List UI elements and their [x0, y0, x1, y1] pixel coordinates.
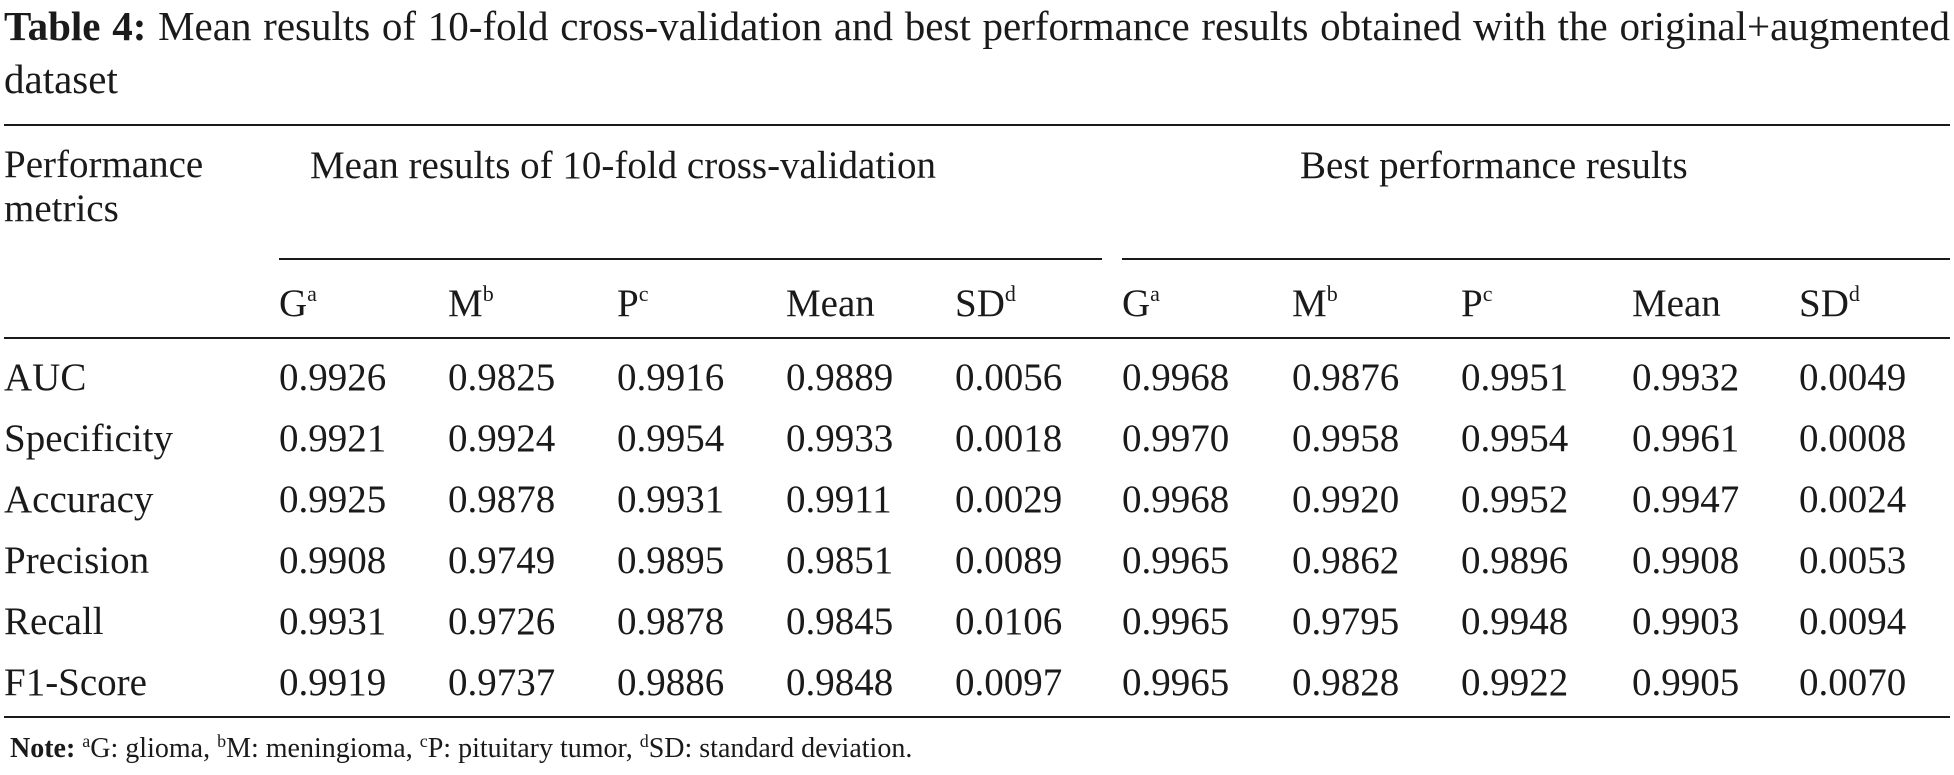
table-cell: 0.9954 — [617, 417, 725, 460]
table-cell: 0.9916 — [617, 356, 725, 399]
table-cell: 0.9951 — [1461, 356, 1569, 399]
table-cell: 0.9905 — [1632, 661, 1740, 704]
table-cell: 0.9749 — [448, 539, 556, 582]
table-cell: 0.9886 — [617, 661, 725, 704]
note-item-glioma: aG: glioma, — [82, 731, 218, 764]
table-cell: 0.0053 — [1799, 539, 1907, 582]
column-header: SDd — [1799, 281, 1860, 325]
row-metric-label: Precision — [4, 539, 150, 582]
table-cell: 0.9726 — [448, 600, 556, 643]
row-metric-label: Accuracy — [4, 478, 154, 521]
table-cell: 0.9958 — [1292, 417, 1400, 460]
column-header: Mean — [786, 282, 875, 325]
table-cell: 0.9920 — [1292, 478, 1400, 521]
table-caption: Table 4: Mean results of 10-fold cross-v… — [4, 0, 1950, 106]
column-header: Ga — [1122, 281, 1160, 325]
table-note: Note: aG: glioma, bM: meningioma, cP: pi… — [10, 731, 912, 767]
column-header: Mean — [1632, 282, 1721, 325]
table-caption-text: Mean results of 10-fold cross-validation… — [4, 3, 1951, 102]
table-cell: 0.9954 — [1461, 417, 1569, 460]
column-header: Mb — [448, 281, 494, 325]
note-label: Note: — [10, 733, 76, 764]
table-cell: 0.9896 — [1461, 539, 1569, 582]
table-cell: 0.9911 — [786, 478, 892, 521]
column-header: Pc — [617, 281, 649, 325]
table-cell: 0.9948 — [1461, 600, 1569, 643]
table-cell: 0.9878 — [448, 478, 556, 521]
table-cell: 0.0097 — [955, 661, 1063, 704]
table-cell: 0.9931 — [279, 600, 387, 643]
table-cell: 0.0049 — [1799, 356, 1907, 399]
group-header-best: Best performance results — [1300, 144, 1688, 187]
table-cell: 0.9926 — [279, 356, 387, 399]
row-metric-label: F1-Score — [4, 661, 147, 704]
table-cell: 0.9908 — [1632, 539, 1740, 582]
table-cell: 0.9895 — [617, 539, 725, 582]
group-header-mean: Mean results of 10-fold cross-validation — [310, 144, 937, 187]
table-cell: 0.9931 — [617, 478, 725, 521]
column-header: Pc — [1461, 281, 1493, 325]
table-cell: 0.9961 — [1632, 417, 1740, 460]
table-cell: 0.0056 — [955, 356, 1063, 399]
table-cell: 0.9908 — [279, 539, 387, 582]
table-cell: 0.9922 — [1461, 661, 1569, 704]
row-metric-label: Specificity — [4, 417, 173, 460]
table-cell: 0.9965 — [1122, 661, 1230, 704]
table-cell: 0.9952 — [1461, 478, 1569, 521]
table-bottom-rule — [4, 716, 1950, 718]
table-cell: 0.9932 — [1632, 356, 1740, 399]
table-cell: 0.9848 — [786, 661, 894, 704]
table-cell: 0.0070 — [1799, 661, 1907, 704]
table-cell: 0.9862 — [1292, 539, 1400, 582]
table-cell: 0.9924 — [448, 417, 556, 460]
table-cell: 0.9925 — [279, 478, 387, 521]
table-cell: 0.9737 — [448, 661, 556, 704]
table-cell: 0.9921 — [279, 417, 387, 460]
column-header: Ga — [279, 281, 317, 325]
table-cell: 0.9933 — [786, 417, 894, 460]
table-cell: 0.9965 — [1122, 600, 1230, 643]
table-cell: 0.9965 — [1122, 539, 1230, 582]
table-cell: 0.9851 — [786, 539, 894, 582]
table-cell: 0.9968 — [1122, 356, 1230, 399]
note-item-meningioma: bM: meningioma, — [217, 731, 420, 764]
table-cell: 0.9795 — [1292, 600, 1400, 643]
table-cell: 0.9889 — [786, 356, 894, 399]
table-cell: 0.9845 — [786, 600, 894, 643]
note-item-sd: dSD: standard deviation. — [639, 731, 913, 764]
group-rule-mean — [279, 258, 1102, 260]
table-cell: 0.0018 — [955, 417, 1063, 460]
table-cell: 0.0106 — [955, 600, 1063, 643]
table-cell: 0.9970 — [1122, 417, 1230, 460]
table-cell: 0.9919 — [279, 661, 387, 704]
table-top-rule — [4, 124, 1950, 126]
group-rule-best — [1122, 258, 1950, 260]
table-cell: 0.0094 — [1799, 600, 1907, 643]
table-cell: 0.9825 — [448, 356, 556, 399]
table-cell: 0.0024 — [1799, 478, 1907, 521]
table-cell: 0.0008 — [1799, 417, 1907, 460]
note-item-pituitary: cP: pituitary tumor, — [419, 731, 640, 764]
row-header-title: Performance metrics — [4, 143, 204, 230]
table-cell: 0.9876 — [1292, 356, 1400, 399]
table-cell: 0.9828 — [1292, 661, 1400, 704]
table-cell: 0.9903 — [1632, 600, 1740, 643]
table-cell: 0.0029 — [955, 478, 1063, 521]
column-header: Mb — [1292, 281, 1338, 325]
table-cell: 0.9947 — [1632, 478, 1740, 521]
column-header: SDd — [955, 281, 1016, 325]
table-cell: 0.9878 — [617, 600, 725, 643]
table-cell: 0.9968 — [1122, 478, 1230, 521]
table-header-rule — [4, 337, 1950, 339]
table-caption-label: Table 4: — [4, 3, 147, 49]
table-cell: 0.0089 — [955, 539, 1063, 582]
row-metric-label: Recall — [4, 600, 104, 643]
row-metric-label: AUC — [4, 356, 87, 399]
